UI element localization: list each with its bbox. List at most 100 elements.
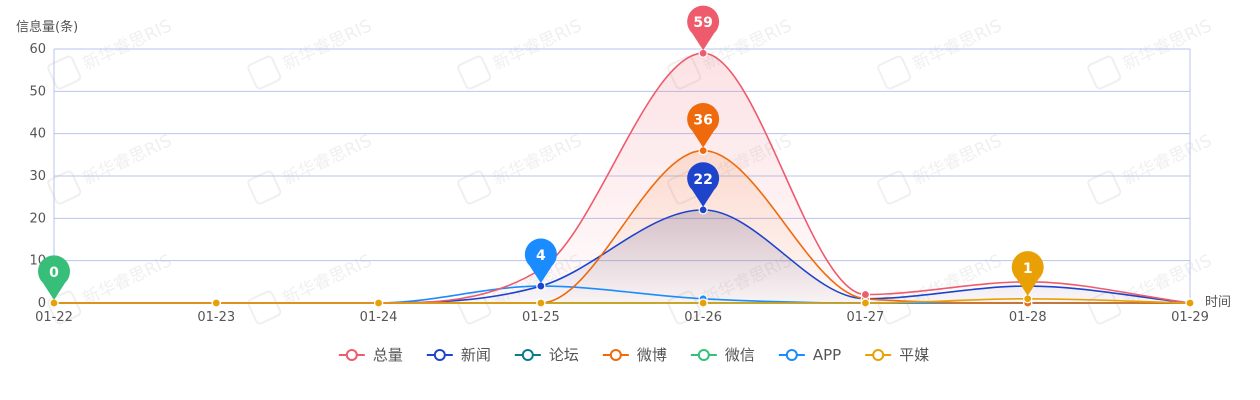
watermark-logo (47, 55, 82, 90)
marker-value-label: 1 (1023, 261, 1033, 277)
watermark-logo (877, 55, 912, 90)
x-tick-label: 01-24 (360, 310, 398, 325)
legend-swatch-dot (433, 349, 446, 361)
legend-label: 微信 (725, 346, 755, 364)
marker-pin-shape (687, 5, 720, 51)
marker-pin-shape (37, 255, 70, 300)
watermark-logo (1087, 55, 1122, 90)
watermark-logo (247, 170, 282, 205)
data-point (698, 205, 708, 215)
watermark-item: 新华睿思RIS (877, 131, 1005, 205)
legend-swatch-dot (345, 349, 358, 361)
watermark-item: 新华睿思RIS (1087, 131, 1215, 205)
watermark-text: 新华睿思RIS (80, 251, 175, 310)
watermark-text: 新华睿思RIS (1120, 131, 1215, 190)
legend-item-6[interactable]: 平媒 (865, 346, 929, 364)
marker-value-label: 4 (536, 248, 546, 264)
legend-label: 论坛 (549, 346, 579, 364)
watermark-text: 新华睿思RIS (280, 16, 375, 75)
marker-value-label: 59 (693, 15, 712, 31)
watermark-text: 新华睿思RIS (1120, 16, 1215, 75)
watermark-text: 新华睿思RIS (280, 131, 375, 190)
marker-pin-shape (687, 162, 720, 207)
value-marker-pin: 22 (687, 162, 720, 207)
legend: 总量 新闻 论坛 微博 微信 APP 平媒 (338, 346, 929, 364)
legend-item-3[interactable]: 微博 (602, 346, 667, 364)
x-tick-label: 01-29 (1171, 310, 1209, 325)
watermark-text: 新华睿思RIS (80, 131, 175, 190)
watermark-item: 新华睿思RIS (457, 131, 585, 205)
data-point (860, 289, 871, 300)
data-point (698, 298, 708, 308)
data-point (536, 281, 546, 291)
y-tick-label: 50 (29, 84, 46, 99)
marker-layer: 0 4 59 36 22 1 (37, 5, 1044, 300)
watermark-logo (1087, 170, 1122, 205)
watermark-logo (457, 55, 492, 90)
legend-item-0[interactable]: 总量 (338, 346, 403, 364)
x-tick-label: 01-28 (1009, 310, 1047, 325)
y-tick-label: 20 (29, 211, 46, 226)
watermark-item: 新华睿思RIS (457, 16, 585, 90)
point-layer (49, 48, 1195, 308)
data-point (536, 298, 546, 308)
legend-swatch-dot (872, 349, 885, 361)
watermark-item: 新华睿思RIS (47, 131, 175, 205)
marker-pin-shape (687, 102, 720, 148)
x-tick-label: 01-26 (684, 310, 722, 325)
series-area-0 (54, 53, 1190, 303)
legend-item-4[interactable]: 微信 (690, 346, 755, 364)
watermark-item: 新华睿思RIS (247, 251, 375, 325)
legend-label: 新闻 (461, 346, 491, 364)
marker-value-label: 22 (693, 172, 712, 188)
watermark-text: 新华睿思RIS (490, 131, 585, 190)
watermark-item: 新华睿思RIS (1087, 16, 1215, 90)
data-point (698, 146, 708, 156)
x-tick-label: 01-27 (847, 310, 885, 325)
x-tick-label: 01-22 (35, 310, 73, 325)
watermark-text: 新华睿思RIS (280, 251, 375, 310)
watermark-logo (247, 55, 282, 90)
value-marker-pin: 0 (37, 255, 70, 300)
watermark-logo (457, 170, 492, 205)
watermark-text: 新华睿思RIS (490, 16, 585, 75)
legend-item-1[interactable]: 新闻 (426, 346, 491, 364)
marker-value-label: 36 (693, 113, 712, 129)
watermark-logo (247, 290, 282, 325)
data-point (211, 298, 221, 308)
legend-swatch-dot (697, 349, 710, 361)
data-point (698, 48, 708, 58)
y-axis-title: 信息量(条) (16, 19, 78, 35)
legend-label: 总量 (373, 346, 403, 364)
watermark-text: 新华睿思RIS (910, 16, 1005, 75)
x-tick-label: 01-25 (522, 310, 560, 325)
legend-item-2[interactable]: 论坛 (514, 346, 579, 364)
watermark-text: 新华睿思RIS (910, 131, 1005, 190)
legend-label: 平媒 (899, 346, 929, 364)
watermark-item: 新华睿思RIS (247, 16, 375, 90)
data-point (860, 298, 871, 308)
data-point (1185, 298, 1195, 308)
marker-pin-shape (524, 238, 557, 284)
legend-label: APP (813, 346, 841, 364)
y-tick-label: 0 (38, 296, 46, 311)
value-marker-pin: 4 (524, 238, 557, 284)
value-marker-pin: 36 (687, 102, 720, 148)
legend-item-5[interactable]: APP (778, 346, 841, 364)
data-point (373, 298, 384, 308)
legend-swatch-dot (785, 349, 798, 361)
watermark-logo (47, 170, 82, 205)
marker-value-label: 0 (49, 265, 59, 281)
x-axis-title: 时间 (1205, 295, 1231, 310)
watermark-logo (47, 290, 82, 325)
line-layer (54, 52, 1191, 304)
y-tick-label: 40 (29, 127, 46, 142)
value-marker-pin: 59 (687, 5, 720, 51)
marker-pin-shape (1011, 251, 1044, 296)
watermark-item: 新华睿思RIS (877, 16, 1005, 90)
legend-swatch-dot (521, 349, 534, 361)
y-tick-label: 30 (29, 169, 46, 184)
